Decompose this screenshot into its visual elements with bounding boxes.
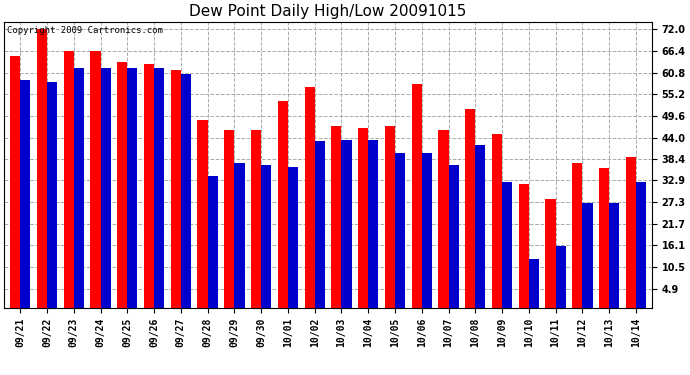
Bar bbox=[10, 57, 20, 308]
Bar bbox=[208, 176, 218, 308]
Bar bbox=[47, 82, 57, 308]
Bar bbox=[37, 30, 47, 308]
Bar bbox=[117, 62, 128, 308]
Bar bbox=[475, 145, 486, 308]
Bar bbox=[128, 68, 137, 308]
Title: Dew Point Daily High/Low 20091015: Dew Point Daily High/Low 20091015 bbox=[189, 4, 466, 19]
Bar bbox=[582, 203, 593, 308]
Bar bbox=[288, 166, 298, 308]
Bar bbox=[63, 51, 74, 308]
Bar bbox=[224, 130, 235, 308]
Bar bbox=[529, 259, 539, 308]
Bar bbox=[395, 153, 405, 308]
Bar bbox=[101, 68, 110, 308]
Bar bbox=[278, 101, 288, 308]
Bar bbox=[448, 165, 459, 308]
Bar bbox=[261, 165, 271, 308]
Bar bbox=[342, 140, 352, 308]
Bar bbox=[154, 68, 164, 308]
Bar bbox=[385, 126, 395, 308]
Bar bbox=[422, 153, 432, 308]
Bar bbox=[181, 74, 191, 308]
Bar bbox=[438, 130, 449, 308]
Bar bbox=[251, 130, 261, 308]
Bar bbox=[545, 200, 555, 308]
Bar bbox=[465, 109, 475, 308]
Bar bbox=[609, 203, 620, 308]
Bar bbox=[636, 182, 646, 308]
Bar bbox=[599, 168, 609, 308]
Bar bbox=[412, 84, 422, 308]
Bar bbox=[502, 182, 512, 308]
Bar bbox=[555, 246, 566, 308]
Bar bbox=[331, 126, 342, 308]
Bar bbox=[74, 68, 84, 308]
Bar bbox=[235, 163, 244, 308]
Bar bbox=[315, 141, 325, 308]
Bar bbox=[90, 51, 101, 308]
Bar bbox=[197, 120, 208, 308]
Bar bbox=[20, 80, 30, 308]
Bar bbox=[519, 184, 529, 308]
Bar bbox=[144, 64, 154, 308]
Text: Copyright 2009 Cartronics.com: Copyright 2009 Cartronics.com bbox=[8, 26, 164, 35]
Bar bbox=[492, 134, 502, 308]
Bar bbox=[304, 87, 315, 308]
Bar bbox=[358, 128, 368, 308]
Bar bbox=[368, 140, 378, 308]
Bar bbox=[170, 70, 181, 308]
Bar bbox=[572, 163, 582, 308]
Bar bbox=[626, 157, 636, 308]
